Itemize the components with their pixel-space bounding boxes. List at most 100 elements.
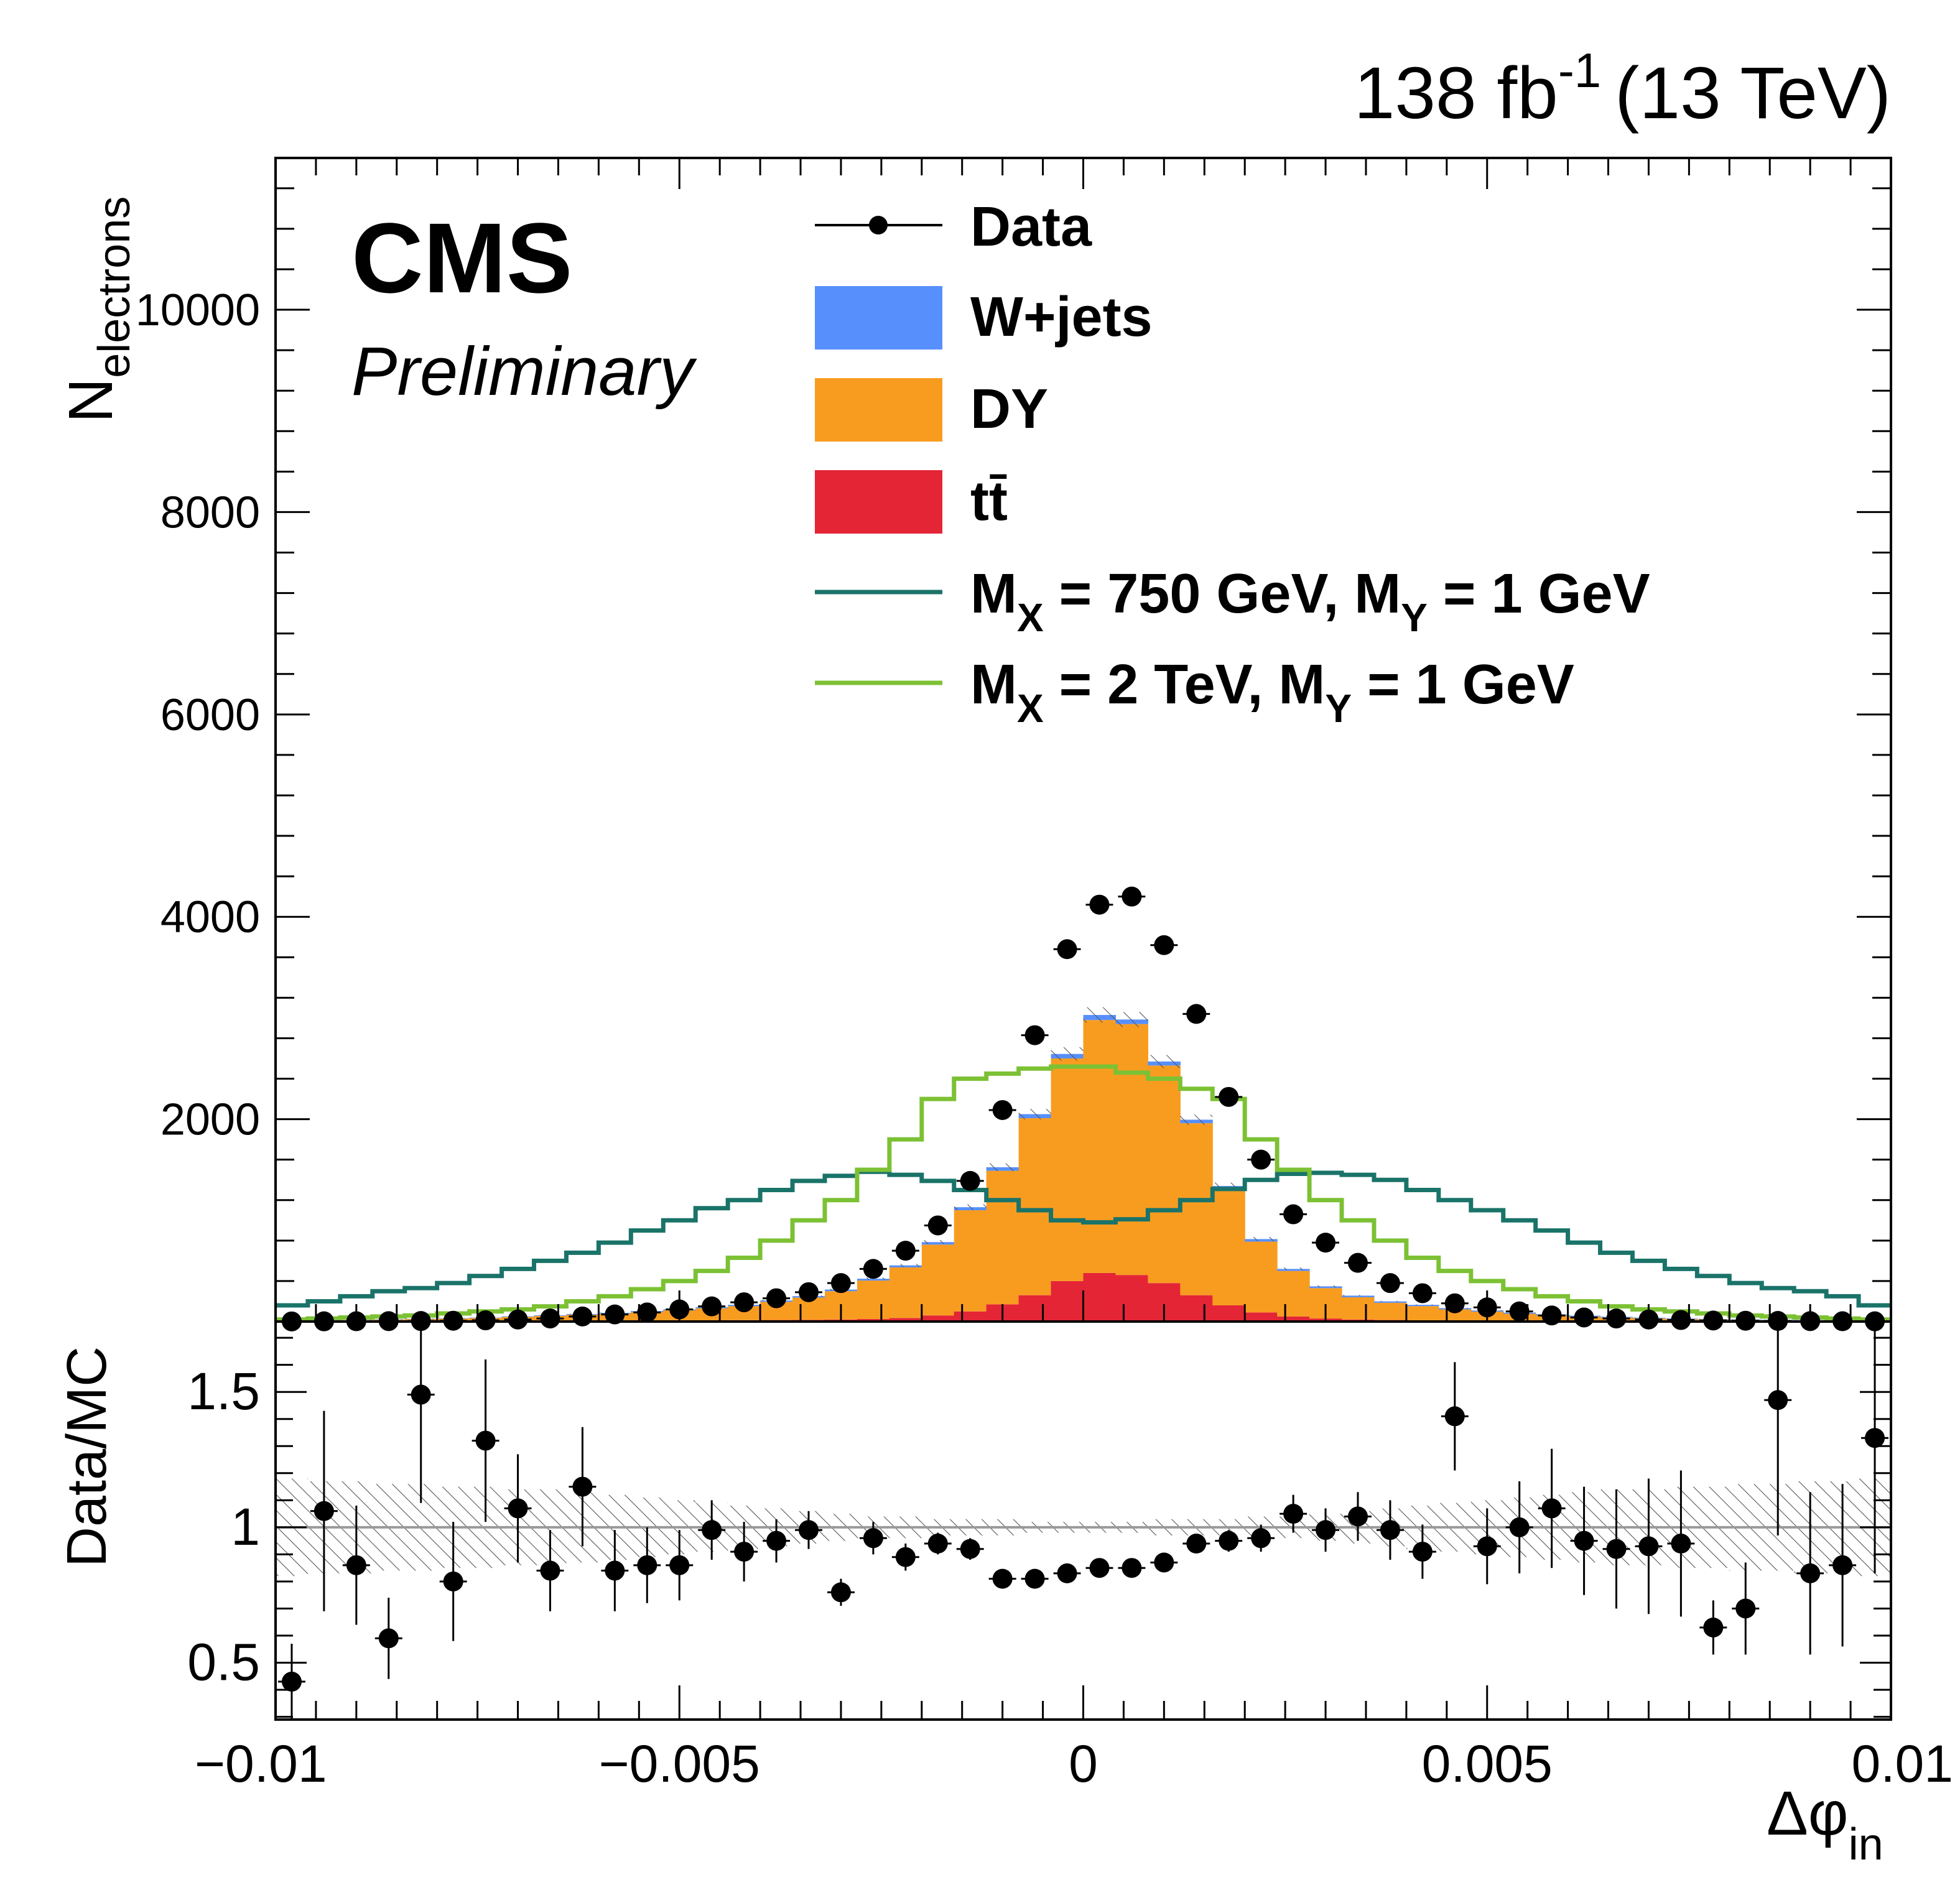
ratio-points <box>278 1322 1888 1720</box>
ratio-point <box>1768 1390 1788 1410</box>
dy-bar <box>1373 1302 1407 1320</box>
x-axis-label: Δφin <box>1767 1779 1883 1869</box>
data-point <box>1219 1086 1239 1107</box>
data-point <box>734 1292 755 1313</box>
ratio-point <box>1057 1563 1077 1583</box>
lumi-label: 138 fb-1 (13 TeV) <box>1354 43 1891 134</box>
ratio-point <box>992 1568 1013 1589</box>
ratio-panel: 0.5 1 1.5 −0.01 −0.005 0 0.005 0.01 <box>187 1320 1954 1793</box>
dy-bar <box>1406 1306 1439 1321</box>
ttbar-bar <box>1180 1295 1213 1322</box>
signal-lines <box>276 1064 1891 1322</box>
signal-2tev-line <box>276 1064 1891 1322</box>
ratio-point <box>863 1528 883 1549</box>
legend-dy-label: DY <box>970 378 1048 440</box>
ttbar-bar <box>921 1315 955 1322</box>
data-point <box>1316 1233 1336 1253</box>
mc-uncertainty-box <box>1373 1300 1406 1302</box>
ratio-point <box>411 1384 431 1405</box>
ratio-point <box>281 1672 302 1692</box>
ratio-point <box>637 1555 657 1575</box>
ratio-point <box>1574 1530 1594 1551</box>
mc-uncertainty-box <box>1083 1007 1116 1023</box>
ratio-point <box>1347 1506 1368 1527</box>
main-axes: 2000 4000 6000 8000 10000 <box>136 157 1892 1323</box>
ratio-point <box>1541 1498 1562 1519</box>
legend-wjets-swatch <box>815 286 942 350</box>
ttbar-bar <box>1083 1272 1117 1322</box>
data-point <box>1380 1273 1400 1294</box>
data-point <box>1057 939 1077 960</box>
mc-uncertainty-box <box>921 1240 954 1244</box>
ttbar-bar <box>1245 1312 1278 1322</box>
data-point <box>863 1259 883 1279</box>
ratio-y-tick-label: 0.5 <box>187 1633 260 1692</box>
ratio-point <box>1477 1536 1497 1557</box>
mc-uncertainty-box <box>1180 1114 1213 1125</box>
ratio-point <box>1283 1504 1304 1524</box>
ratio-point <box>895 1547 916 1567</box>
dy-bar <box>1083 1020 1117 1273</box>
legend-signal-750-label: MX = 750 GeV, MY = 1 GeV <box>970 563 1650 640</box>
legend-data-label: Data <box>970 196 1092 258</box>
ratio-point <box>1509 1517 1530 1537</box>
stacked-histograms <box>276 1015 1892 1322</box>
ratio-point <box>1735 1598 1756 1619</box>
dy-bar <box>1148 1065 1181 1284</box>
ratio-point <box>346 1555 366 1575</box>
y-tick-label: 8000 <box>160 488 260 537</box>
ratio-point <box>1024 1568 1045 1589</box>
ratio-point <box>1219 1530 1239 1551</box>
legend-signal-2tev-label: MX = 2 TeV, MY = 1 GeV <box>970 654 1574 731</box>
data-point <box>1574 1307 1594 1328</box>
data-point <box>637 1302 657 1323</box>
dy-bar <box>728 1306 761 1320</box>
ratio-point <box>1832 1555 1853 1575</box>
data-point <box>702 1296 722 1317</box>
data-point <box>927 1215 948 1236</box>
y-tick-label: 10000 <box>136 285 260 335</box>
dy-bar <box>1180 1123 1213 1295</box>
data-point <box>960 1170 980 1191</box>
ratio-y-axis-label: Data/MC <box>56 1346 118 1567</box>
y-tick-label: 2000 <box>160 1095 260 1145</box>
dy-bar <box>857 1280 890 1319</box>
mc-uncertainty-box <box>1148 1055 1181 1068</box>
wjets-bar <box>1373 1301 1407 1303</box>
data-point <box>540 1308 560 1329</box>
mc-uncertainty-box <box>1342 1295 1374 1297</box>
legend-wjets-label: W+jets <box>970 286 1153 348</box>
dy-bar <box>1245 1241 1278 1313</box>
mc-uncertainty-box <box>1018 1109 1051 1119</box>
data-point <box>1283 1204 1304 1225</box>
preliminary-label: Preliminary <box>351 333 697 410</box>
data-point <box>1347 1253 1368 1273</box>
legend-ttbar-label: tt̄ <box>970 470 1008 532</box>
x-tick-label: 0.01 <box>1852 1734 1954 1793</box>
dy-bar <box>1342 1297 1375 1320</box>
data-point <box>799 1282 819 1302</box>
dy-bar <box>1018 1118 1052 1295</box>
y-tick-label: 6000 <box>160 690 260 740</box>
ttbar-bar <box>1051 1280 1084 1322</box>
ttbar-bar <box>954 1311 987 1322</box>
dy-bar <box>1277 1271 1310 1317</box>
dy-bar <box>1051 1058 1084 1281</box>
data-point <box>1089 894 1110 915</box>
mc-uncertainty-box <box>1309 1285 1342 1287</box>
ttbar-bar <box>1115 1275 1148 1322</box>
mc-uncertainty-box <box>1245 1237 1278 1241</box>
ratio-point <box>1444 1406 1465 1427</box>
ratio-point <box>605 1560 625 1581</box>
data-point <box>1606 1308 1627 1329</box>
main-y-axis-label: Nelectrons <box>56 197 139 423</box>
mc-uncertainty-box <box>1115 1012 1148 1027</box>
data-point <box>992 1100 1013 1120</box>
ratio-point <box>669 1555 690 1575</box>
dy-bar <box>921 1244 955 1316</box>
data-point <box>1444 1293 1465 1313</box>
ratio-point <box>1671 1534 1691 1554</box>
cms-label: CMS <box>351 202 573 313</box>
ttbar-bar <box>857 1318 890 1322</box>
ratio-axes: 0.5 1 1.5 −0.01 −0.005 0 0.005 0.01 <box>187 1320 1954 1793</box>
